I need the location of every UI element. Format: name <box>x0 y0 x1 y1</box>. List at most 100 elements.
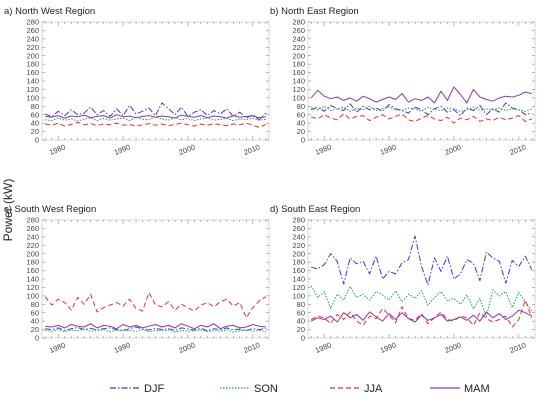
x-tick-label: 1980 <box>48 142 67 157</box>
y-axis-label: Power (kW) <box>1 179 15 242</box>
y-tick-label: 180 <box>26 60 39 69</box>
y-tick-label: 60 <box>297 308 305 317</box>
y-tick-label: 220 <box>292 241 305 250</box>
x-tick-label: 1980 <box>314 142 333 157</box>
series-line-djf <box>45 326 266 332</box>
y-tick-label: 240 <box>26 34 39 43</box>
y-tick-label: 260 <box>292 26 305 35</box>
x-tick-label: 1980 <box>314 340 333 355</box>
y-tick-label: 200 <box>292 51 305 60</box>
y-tick-label: 280 <box>26 18 39 27</box>
y-tick-label: 260 <box>26 26 39 35</box>
y-tick-label: 280 <box>292 216 305 225</box>
y-tick-label: 100 <box>26 93 39 102</box>
x-tick-label: 1990 <box>379 340 398 355</box>
y-tick-label: 20 <box>297 127 305 136</box>
series-line-mam <box>45 114 266 119</box>
y-tick-label: 0 <box>301 334 305 343</box>
x-tick-label: 2010 <box>242 340 261 355</box>
series-line-djf <box>311 235 533 286</box>
panel-title: c) South West Region <box>4 204 96 215</box>
y-tick-label: 260 <box>292 224 305 233</box>
y-tick-label: 160 <box>26 266 39 275</box>
y-tick-label: 140 <box>26 275 39 284</box>
y-tick-label: 60 <box>31 308 39 317</box>
plot-frame <box>307 219 536 339</box>
x-tick-label: 1990 <box>379 142 398 157</box>
y-tick-label: 40 <box>297 317 305 326</box>
x-tick-label: 2000 <box>444 340 463 355</box>
y-tick-label: 160 <box>26 68 39 77</box>
series-line-djf <box>311 102 532 117</box>
y-tick-label: 180 <box>292 258 305 267</box>
y-tick-label: 0 <box>35 334 39 343</box>
x-tick-label: 1990 <box>113 340 132 355</box>
y-tick-label: 140 <box>292 77 305 86</box>
series-line-son <box>311 105 532 112</box>
y-tick-label: 200 <box>26 51 39 60</box>
y-tick-label: 20 <box>297 325 305 334</box>
y-tick-label: 60 <box>31 110 39 119</box>
panel-title: a) North West Region <box>4 6 95 17</box>
y-tick-label: 280 <box>26 216 39 225</box>
y-tick-label: 120 <box>26 283 39 292</box>
y-tick-label: 80 <box>31 300 39 309</box>
panel-4: d) South East Region 02040608010012014016… <box>270 204 536 355</box>
y-tick-label: 40 <box>31 119 39 128</box>
series-line-jja <box>44 292 267 319</box>
y-tick-label: 180 <box>26 258 39 267</box>
y-tick-label: 80 <box>297 102 305 111</box>
series-line-jja <box>311 113 532 124</box>
x-tick-label: 2000 <box>444 142 463 157</box>
series-line-jja <box>45 121 267 128</box>
y-tick-label: 40 <box>297 119 305 128</box>
plot-frame <box>41 21 270 141</box>
x-tick-label: 1990 <box>113 142 132 157</box>
series-line-son <box>310 285 533 318</box>
y-tick-label: 60 <box>297 110 305 119</box>
x-tick-label: 2000 <box>178 142 197 157</box>
series-line-mam <box>45 323 266 330</box>
series-line-mam <box>310 86 532 104</box>
legend-label-djf: DJF <box>144 383 164 395</box>
legend: DJF SON JJA MAM <box>110 383 490 395</box>
panel-2: b) North East Region 02040608010012014016… <box>270 6 536 157</box>
y-tick-label: 20 <box>31 127 39 136</box>
x-tick-label: 1980 <box>48 340 67 355</box>
panels: a) North West Region02040608010012014016… <box>4 6 536 355</box>
legend-label-mam: MAM <box>464 383 490 395</box>
y-tick-label: 20 <box>31 325 39 334</box>
y-tick-label: 140 <box>292 275 305 284</box>
y-tick-label: 280 <box>292 18 305 27</box>
y-tick-label: 240 <box>292 34 305 43</box>
y-tick-label: 140 <box>26 77 39 86</box>
legend-label-son: SON <box>254 383 278 395</box>
y-tick-label: 220 <box>292 43 305 52</box>
y-tick-label: 100 <box>26 291 39 300</box>
y-tick-label: 100 <box>292 291 305 300</box>
series-line-mam <box>310 309 533 323</box>
panel-3: c) South West Region 02040608010012014016… <box>4 204 270 355</box>
y-tick-label: 200 <box>292 249 305 258</box>
y-tick-label: 40 <box>31 317 39 326</box>
y-tick-label: 80 <box>297 300 305 309</box>
x-tick-label: 2010 <box>508 142 527 157</box>
x-tick-label: 2010 <box>242 142 261 157</box>
y-tick-label: 160 <box>292 266 305 275</box>
y-tick-label: 200 <box>26 249 39 258</box>
y-tick-label: 260 <box>26 224 39 233</box>
panel-title: b) North East Region <box>270 6 359 17</box>
y-tick-label: 0 <box>301 136 305 145</box>
y-tick-label: 0 <box>35 136 39 145</box>
y-tick-label: 100 <box>292 93 305 102</box>
panel-1: a) North West Region 02040608010012014016… <box>4 6 270 157</box>
plot-frame <box>41 219 270 339</box>
y-tick-label: 120 <box>292 85 305 94</box>
y-tick-label: 180 <box>292 60 305 69</box>
x-tick-label: 2000 <box>178 340 197 355</box>
y-tick-label: 120 <box>26 85 39 94</box>
y-tick-label: 220 <box>26 43 39 52</box>
y-tick-label: 240 <box>292 232 305 241</box>
plot-frame <box>307 21 536 141</box>
